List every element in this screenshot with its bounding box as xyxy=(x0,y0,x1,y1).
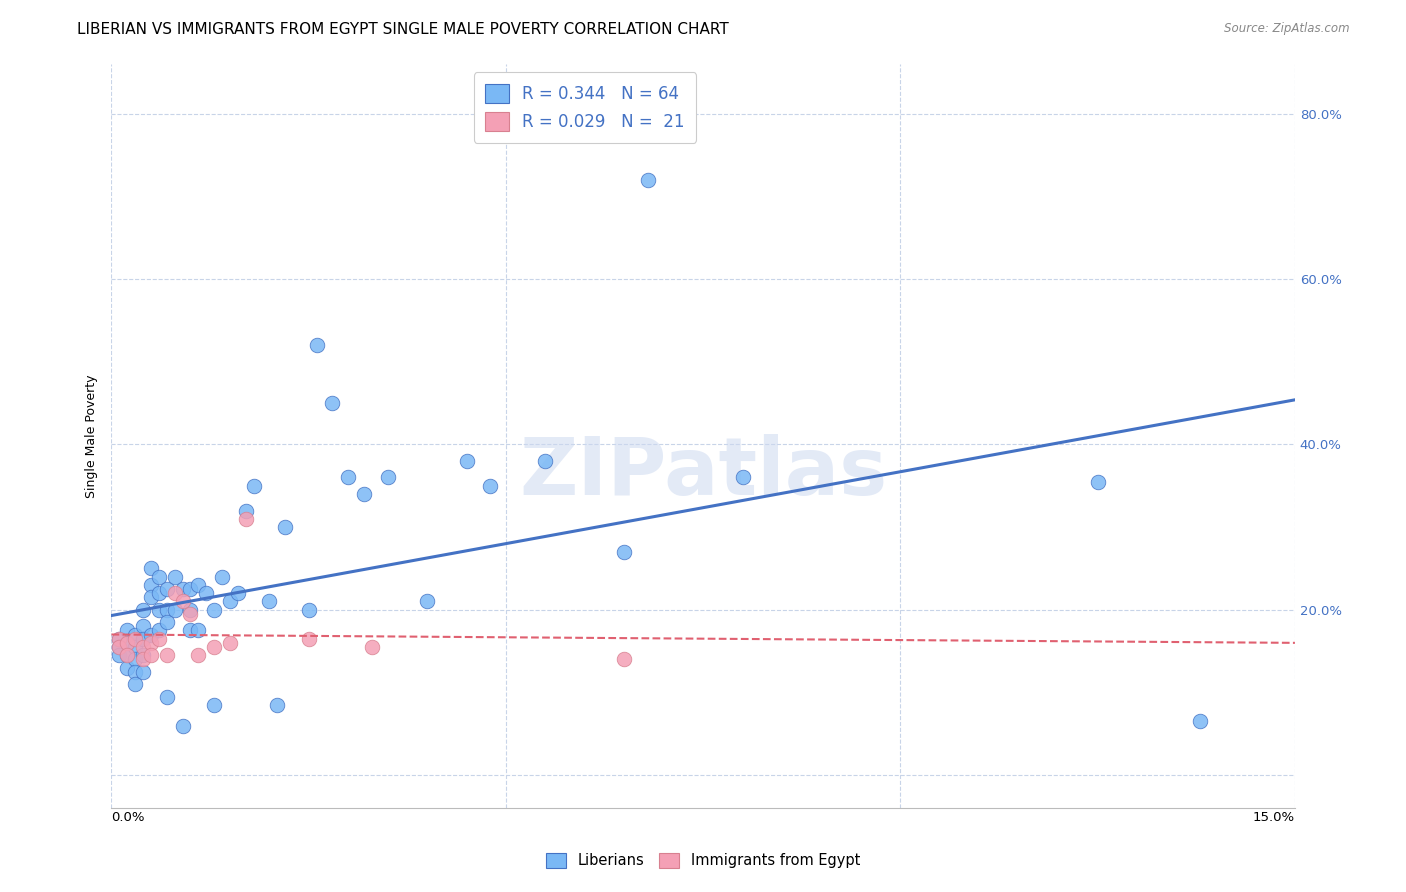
Point xyxy=(148,603,170,617)
Point xyxy=(124,632,146,646)
Text: LIBERIAN VS IMMIGRANTS FROM EGYPT SINGLE MALE POVERTY CORRELATION CHART: LIBERIAN VS IMMIGRANTS FROM EGYPT SINGLE… xyxy=(77,22,730,37)
Point xyxy=(139,648,162,663)
Point xyxy=(731,470,754,484)
Point xyxy=(218,594,240,608)
Point xyxy=(242,479,264,493)
Point xyxy=(360,640,382,654)
Point xyxy=(637,173,659,187)
Point xyxy=(235,512,257,526)
Point xyxy=(117,636,139,650)
Point xyxy=(124,677,146,691)
Point xyxy=(377,470,399,484)
Point xyxy=(132,665,155,679)
Point xyxy=(172,594,194,608)
Point xyxy=(148,632,170,646)
Point xyxy=(172,718,194,732)
Point xyxy=(187,648,209,663)
Point xyxy=(179,607,201,621)
Point xyxy=(179,603,201,617)
Point xyxy=(187,578,209,592)
Point xyxy=(139,591,162,605)
Point xyxy=(211,570,233,584)
Point xyxy=(274,520,297,534)
Point xyxy=(108,640,131,654)
Point xyxy=(156,615,179,629)
Point xyxy=(156,582,179,596)
Point xyxy=(124,627,146,641)
Point xyxy=(117,648,139,663)
Text: 15.0%: 15.0% xyxy=(1253,811,1295,823)
Point xyxy=(416,594,439,608)
Point xyxy=(226,586,249,600)
Point xyxy=(305,338,328,352)
Legend: R = 0.344   N = 64, R = 0.029   N =  21: R = 0.344 N = 64, R = 0.029 N = 21 xyxy=(474,72,696,143)
Point xyxy=(156,603,179,617)
Point xyxy=(139,636,162,650)
Point xyxy=(163,603,186,617)
Point xyxy=(117,648,139,663)
Text: ZIPatlas: ZIPatlas xyxy=(519,434,887,512)
Point xyxy=(202,698,225,712)
Point xyxy=(117,624,139,638)
Point xyxy=(117,636,139,650)
Legend: Liberians, Immigrants from Egypt: Liberians, Immigrants from Egypt xyxy=(540,847,866,874)
Point xyxy=(132,640,155,654)
Point xyxy=(117,660,139,674)
Point xyxy=(613,652,636,666)
Point xyxy=(1087,475,1109,489)
Point xyxy=(353,487,375,501)
Point xyxy=(132,648,155,663)
Point xyxy=(132,603,155,617)
Point xyxy=(337,470,360,484)
Point xyxy=(148,586,170,600)
Point xyxy=(235,503,257,517)
Point xyxy=(108,632,131,646)
Point xyxy=(259,594,281,608)
Point xyxy=(132,619,155,633)
Point xyxy=(479,479,502,493)
Point xyxy=(195,586,218,600)
Point xyxy=(108,648,131,663)
Point xyxy=(179,582,201,596)
Point xyxy=(132,632,155,646)
Point xyxy=(266,698,288,712)
Point xyxy=(456,454,478,468)
Point xyxy=(187,624,209,638)
Point xyxy=(321,396,343,410)
Point xyxy=(179,624,201,638)
Point xyxy=(139,627,162,641)
Point xyxy=(163,570,186,584)
Point xyxy=(1189,714,1212,729)
Point xyxy=(156,648,179,663)
Point xyxy=(613,545,636,559)
Point xyxy=(298,603,321,617)
Point xyxy=(534,454,557,468)
Point xyxy=(139,561,162,575)
Point xyxy=(139,578,162,592)
Point xyxy=(108,640,131,654)
Point xyxy=(124,652,146,666)
Point xyxy=(148,624,170,638)
Y-axis label: Single Male Poverty: Single Male Poverty xyxy=(86,375,98,498)
Point xyxy=(163,586,186,600)
Point xyxy=(148,570,170,584)
Point xyxy=(218,636,240,650)
Point xyxy=(124,640,146,654)
Point xyxy=(124,665,146,679)
Point xyxy=(202,603,225,617)
Text: 0.0%: 0.0% xyxy=(111,811,145,823)
Point xyxy=(132,652,155,666)
Point xyxy=(202,640,225,654)
Point xyxy=(156,690,179,704)
Point xyxy=(298,632,321,646)
Point xyxy=(172,582,194,596)
Text: Source: ZipAtlas.com: Source: ZipAtlas.com xyxy=(1225,22,1350,36)
Point xyxy=(108,632,131,646)
